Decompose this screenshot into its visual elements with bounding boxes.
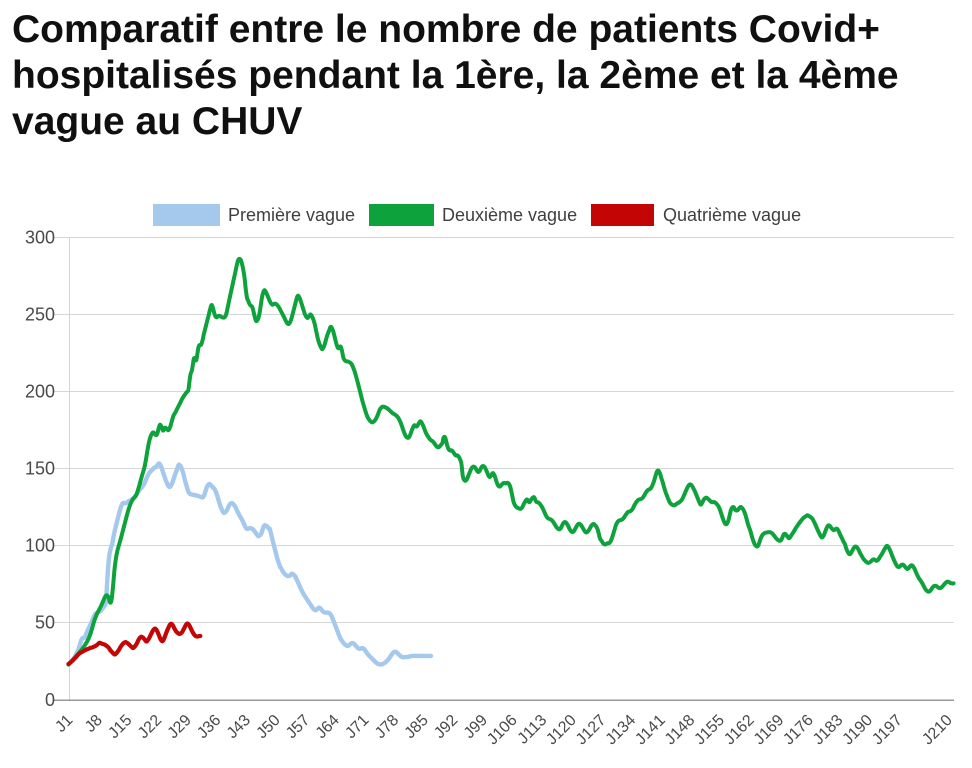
svg-text:J162: J162 <box>721 712 758 749</box>
svg-text:J120: J120 <box>543 712 580 749</box>
svg-text:0: 0 <box>45 690 55 710</box>
svg-text:J85: J85 <box>402 712 432 742</box>
svg-text:J29: J29 <box>165 712 195 742</box>
svg-text:J127: J127 <box>573 712 610 749</box>
svg-text:J134: J134 <box>603 712 640 749</box>
svg-text:J1: J1 <box>52 712 76 736</box>
svg-text:300: 300 <box>25 228 55 248</box>
svg-text:J190: J190 <box>840 712 877 749</box>
svg-text:J78: J78 <box>372 712 402 742</box>
svg-text:J36: J36 <box>194 712 224 742</box>
svg-text:J8: J8 <box>82 712 106 736</box>
svg-text:J210: J210 <box>919 712 956 749</box>
svg-text:J176: J176 <box>780 712 817 749</box>
svg-text:J106: J106 <box>484 712 521 749</box>
svg-text:250: 250 <box>25 305 55 325</box>
svg-text:J183: J183 <box>810 712 847 749</box>
svg-text:J22: J22 <box>135 712 165 742</box>
svg-text:J92: J92 <box>431 712 461 742</box>
svg-text:J155: J155 <box>691 712 728 749</box>
svg-text:J169: J169 <box>751 712 788 749</box>
svg-text:J50: J50 <box>253 712 283 742</box>
svg-text:J57: J57 <box>283 712 313 742</box>
svg-text:100: 100 <box>25 536 55 556</box>
svg-text:J43: J43 <box>224 712 254 742</box>
svg-text:J113: J113 <box>515 712 551 748</box>
svg-text:150: 150 <box>25 459 55 479</box>
svg-text:J15: J15 <box>105 712 135 742</box>
svg-text:50: 50 <box>35 613 55 633</box>
svg-text:J197: J197 <box>869 712 906 749</box>
svg-text:J71: J71 <box>342 712 372 742</box>
svg-text:200: 200 <box>25 382 55 402</box>
svg-text:J64: J64 <box>313 712 343 742</box>
svg-text:J141: J141 <box>632 712 669 749</box>
svg-text:J148: J148 <box>662 712 699 749</box>
